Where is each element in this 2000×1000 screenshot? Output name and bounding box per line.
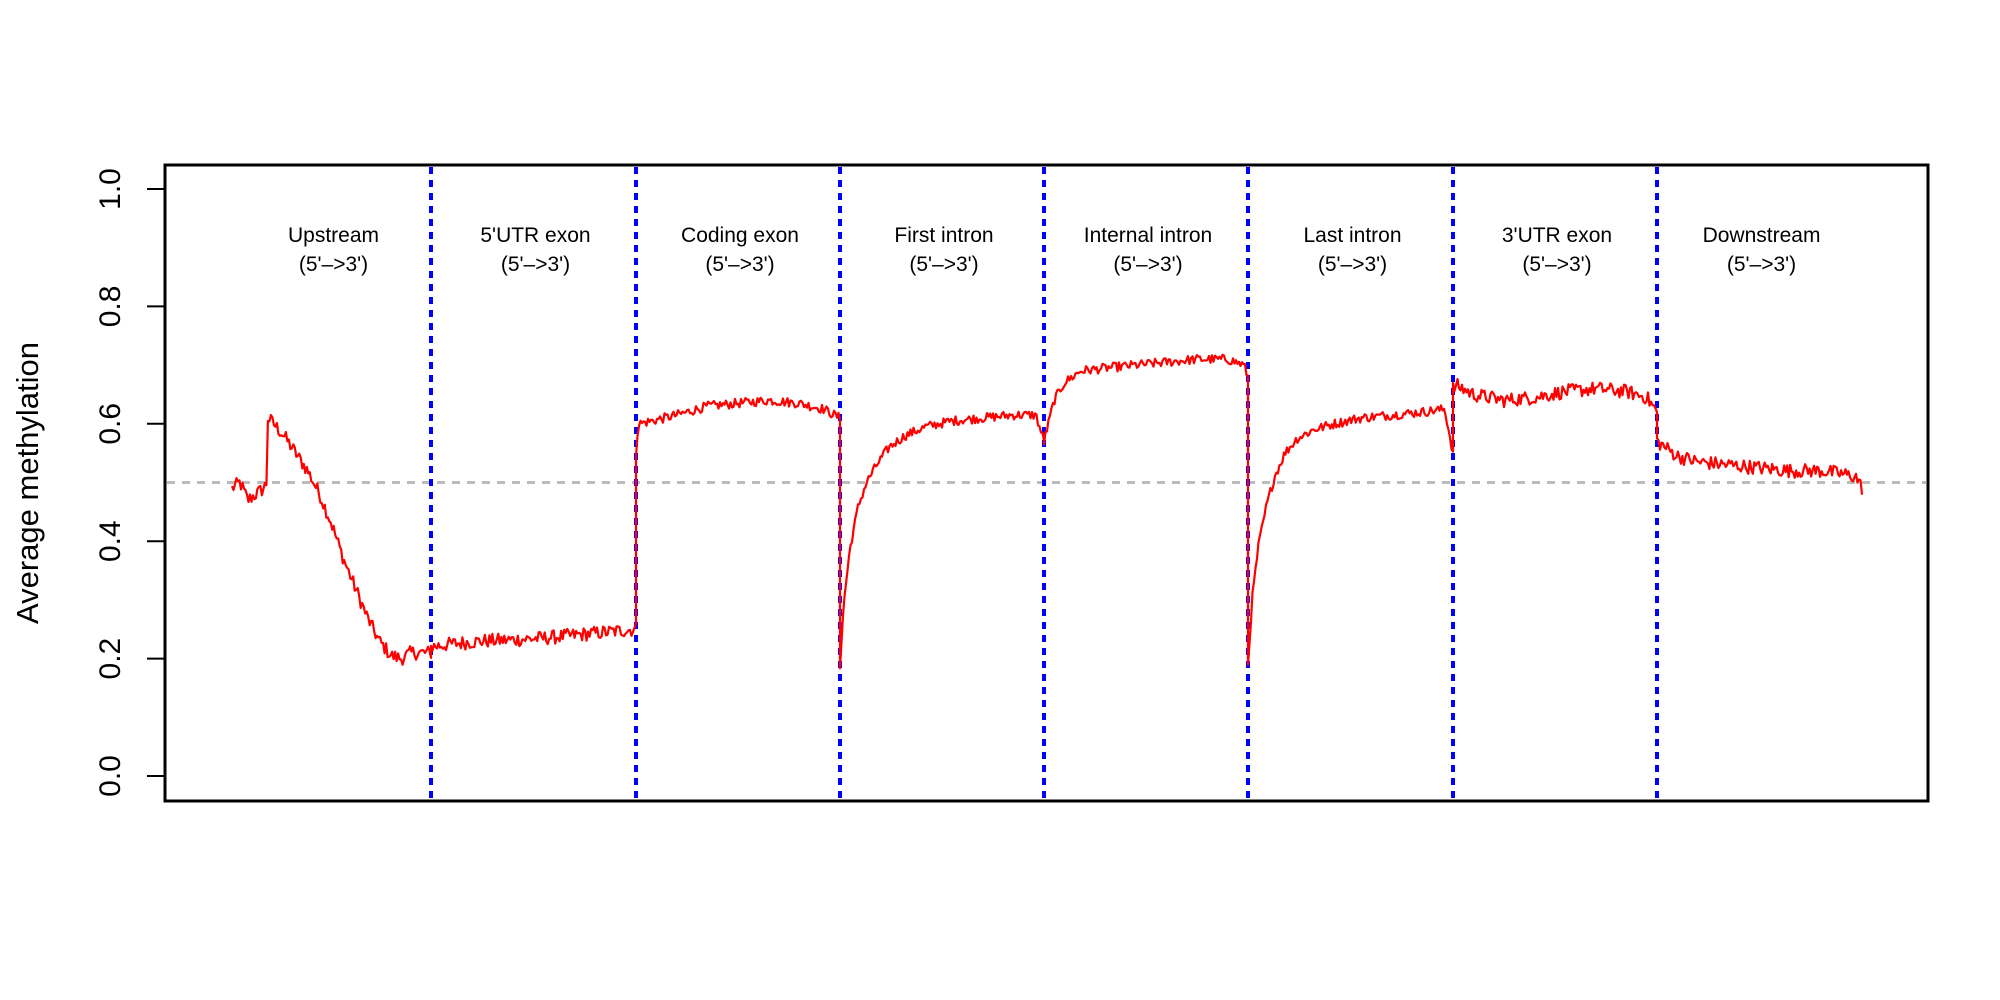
- y-tick-label: 0.4: [94, 520, 127, 562]
- y-axis-title: Average methylation: [10, 342, 45, 624]
- region-label: Internal intron: [1084, 224, 1212, 247]
- region-direction: (5'–>3'): [1522, 253, 1591, 276]
- y-tick-label: 0.6: [94, 403, 127, 445]
- region-direction: (5'–>3'): [299, 253, 368, 276]
- region-label: Downstream: [1703, 224, 1821, 247]
- y-tick-label: 0.0: [94, 755, 127, 797]
- region-direction: (5'–>3'): [1113, 253, 1182, 276]
- region-label: First intron: [894, 224, 993, 247]
- methylation-series-line: [230, 353, 1864, 670]
- plot-frame: [163, 163, 1930, 803]
- region-label: Last intron: [1303, 224, 1401, 247]
- region-direction: (5'–>3'): [1318, 253, 1387, 276]
- region-label: 5'UTR exon: [480, 224, 590, 247]
- region-label: 3'UTR exon: [1502, 224, 1612, 247]
- region-direction: (5'–>3'): [909, 253, 978, 276]
- region-label: Upstream: [288, 224, 379, 247]
- region-label: Coding exon: [681, 224, 799, 247]
- y-tick-label: 0.2: [94, 638, 127, 680]
- region-direction: (5'–>3'): [501, 253, 570, 276]
- region-direction: (5'–>3'): [1727, 253, 1796, 276]
- y-tick-label: 0.8: [94, 286, 127, 328]
- region-direction: (5'–>3'): [705, 253, 774, 276]
- y-tick-label: 1.0: [94, 168, 127, 210]
